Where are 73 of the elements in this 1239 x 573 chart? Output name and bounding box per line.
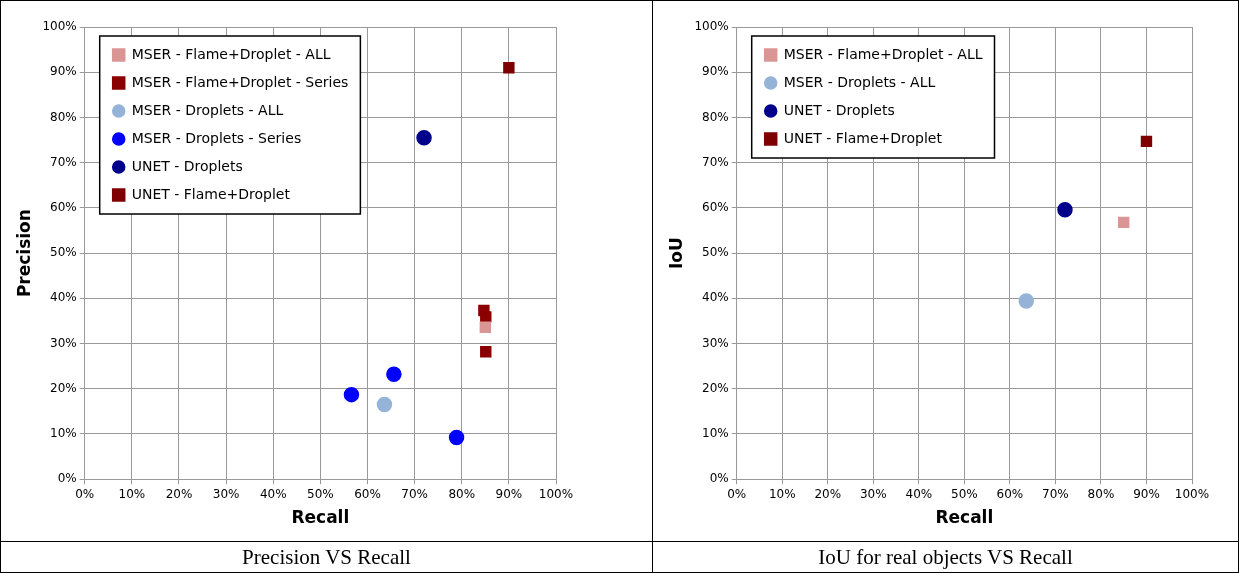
x-tick-label: 60% — [996, 486, 1024, 501]
legend-label: MSER - Flame+Droplet - ALL — [131, 45, 331, 62]
y-tick-label: 60% — [702, 200, 729, 215]
y-tick-label: 20% — [702, 380, 729, 395]
y-tick-label: 40% — [702, 290, 729, 305]
legend-label: UNET - Flame+Droplet — [131, 185, 291, 202]
legend-label: MSER - Droplets - ALL — [131, 101, 284, 118]
point — [1057, 201, 1073, 218]
y-tick-label: 100% — [694, 19, 729, 34]
y-tick-label: 40% — [50, 290, 77, 305]
point — [1140, 135, 1153, 148]
point — [1118, 216, 1130, 229]
y-tick-label: 80% — [50, 109, 77, 124]
legend-label: MSER - Flame+Droplet - ALL — [783, 45, 983, 62]
y-tick-label: 10% — [50, 426, 77, 441]
x-tick-label: 60% — [354, 486, 381, 501]
point — [479, 321, 492, 333]
point — [480, 345, 492, 358]
y-tick-label: 30% — [50, 335, 77, 350]
x-tick-label: 30% — [859, 486, 887, 501]
y-tick-label: 50% — [702, 245, 729, 260]
x-tick-label: 50% — [307, 486, 334, 501]
x-tick-label: 100% — [1174, 486, 1210, 501]
point — [343, 386, 360, 403]
x-tick-label: 80% — [448, 486, 476, 501]
point — [416, 130, 432, 146]
point — [448, 429, 465, 446]
x-tick-label: 0% — [75, 486, 95, 501]
point — [503, 62, 515, 74]
y-tick-label: 30% — [702, 335, 729, 350]
y-tick-label: 90% — [702, 64, 729, 79]
text: IoU for real objects VS Recall — [652, 541, 1239, 573]
y-tick-label: 50% — [50, 245, 77, 260]
y-tick-label: 0% — [709, 471, 729, 486]
x-tick-label: 20% — [165, 486, 193, 501]
legend-label: MSER - Flame+Droplet - Series — [131, 73, 349, 90]
legend-label: MSER - Droplets - ALL — [783, 73, 936, 90]
y-tick-label: 10% — [702, 426, 729, 441]
y-axis-title: Precision — [13, 209, 34, 298]
x-tick-label: 70% — [1042, 486, 1069, 501]
point — [1018, 293, 1035, 309]
legend-label: UNET - Flame+Droplet — [783, 129, 943, 146]
x-tick-label: 80% — [1087, 486, 1115, 501]
x-tick-label: 0% — [727, 486, 747, 501]
point — [376, 396, 393, 413]
text: Precision VS Recall — [0, 541, 653, 573]
x-tick-label: 90% — [1133, 486, 1160, 501]
x-axis-title: Recall — [291, 507, 350, 528]
y-tick-label: 90% — [50, 64, 77, 79]
y-tick-label: 70% — [702, 154, 729, 169]
legend-label: MSER - Droplets - Series — [131, 129, 302, 146]
y-tick-label: 20% — [50, 380, 77, 395]
legend-label: UNET - Droplets — [783, 101, 895, 118]
y-tick-label: 70% — [50, 154, 77, 169]
x-tick-label: 50% — [951, 486, 978, 501]
y-tick-label: 60% — [50, 200, 77, 215]
point — [480, 311, 492, 323]
y-axis-title: IoU — [665, 237, 686, 270]
point — [386, 366, 402, 383]
x-tick-label: 40% — [259, 486, 287, 501]
y-tick-label: 0% — [57, 471, 77, 486]
x-tick-label: 100% — [538, 486, 574, 501]
x-tick-label: 30% — [212, 486, 240, 501]
y-tick-label: 80% — [702, 109, 729, 124]
x-tick-label: 70% — [401, 486, 428, 501]
legend-label: UNET - Droplets — [131, 157, 243, 174]
x-tick-label: 10% — [118, 486, 146, 501]
y-tick-label: 100% — [42, 19, 77, 34]
x-tick-label: 20% — [814, 486, 842, 501]
x-tick-label: 40% — [905, 486, 933, 501]
x-tick-label: 90% — [495, 486, 523, 501]
x-tick-label: 10% — [768, 486, 796, 501]
x-axis-title: Recall — [935, 507, 994, 528]
